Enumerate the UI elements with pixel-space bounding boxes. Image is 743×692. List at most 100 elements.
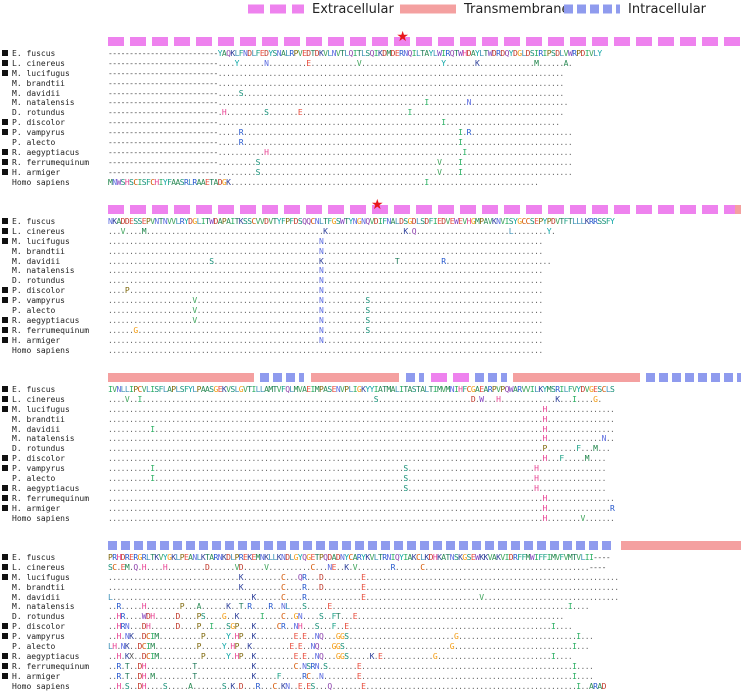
glycosylation-star-icon: ★ [396,29,409,45]
species-label: R. aegyptiacus [12,651,80,661]
sequence-row: H. armiger ..R.T..DH.M.........T.........… [0,672,743,682]
species-label: P. discolor [12,286,65,296]
marker-square-icon [2,405,8,412]
species-label: M. natalensis [12,98,75,108]
species-label: P. alecto [12,642,56,652]
marker-square-icon [2,237,8,244]
alignment-block-4: E. fuscus PRHDRERGRLTKVYGKLPEANLKTARNKDLP… [0,540,743,691]
marker-square-icon [2,494,8,501]
sequence-text: --------------------------YAQKLFNDLFEDYS… [108,49,602,58]
species-label: H. armiger [12,671,61,681]
sequence-text: ......G.................................… [108,325,543,335]
extracellular-segment [430,373,469,382]
marker-square-icon [2,119,8,126]
sequence-row: P. discolor ....P........................… [0,286,743,296]
sequence-text: --------------------------...........H..… [108,147,573,157]
sequence-row: R. aegyptiacus ..H.KX..DCIM..........P...… [0,652,743,662]
sequence-row: L. cinereus SC.EM.Q.H....H.........D.....… [0,563,743,573]
species-label: P. discolor [12,622,65,632]
sequence-text: ........................................… [108,493,615,503]
sequence-row: E. fuscus PRHDRERGRLTKVYGKLPEANLKTARNKDLP… [0,553,743,563]
marker-square-icon [2,59,8,66]
sequence-text: MNWSHSCISFCHIYFAASRLRAAETADGK...........… [108,177,539,187]
sequence-row: R. aegyptiacus ....................V.....… [0,316,743,326]
sequence-row: M. lucifugus............................… [0,573,743,583]
glycosylation-star-icon: ★ [371,197,384,213]
sequence-text: PRHDRERGRLTKVYGKLPEANLKTARNKDLPREKEMNKLL… [108,553,611,562]
sequence-text: --------------------------..............… [108,68,564,78]
marker-square-icon [2,573,8,580]
species-label: Homo sapiens [12,513,70,523]
transmembrane-segment [620,541,741,550]
sequence-row: D. rotundus ..HR....WDH.....D....PS....G.… [0,612,743,622]
sequence-row: P. alecto --------------------------.....… [0,138,743,148]
transmembrane-swatch [400,4,456,14]
sequence-text: ....................V...................… [108,296,543,306]
topology-track: ★ [108,30,741,46]
sequence-row: E. fuscus IVNLLIPCVLISFLAPLSFYLPAASGEKVSL… [0,385,743,395]
sequence-text: ..........I.............................… [108,474,606,484]
sequence-text: --------------------------..............… [108,118,560,128]
species-label: H. armiger [12,335,61,345]
species-label: P. discolor [12,454,65,464]
species-label: P. alecto [12,138,56,148]
species-label: P. alecto [12,474,56,484]
sequence-text: ........................................… [108,414,615,424]
sequence-text: ........................................… [108,404,615,414]
species-label: D. rotundus [12,108,65,118]
sequence-text: ..........I.............................… [108,464,606,474]
sequence-text: ........................................… [108,454,606,464]
sequence-row: Homo sapiens............................… [0,346,743,356]
marker-square-icon [2,336,8,343]
alignment-block-2: ★ E. fuscus NKADDESSEPVNTNVVLRYDGLITWDAPAI… [0,198,743,356]
sequence-text: ........................................… [108,266,543,276]
sequence-row: P. discolor ..HRN...DH......D....P..I...S… [0,622,743,632]
sequence-row: P. discolor.............................… [0,454,743,464]
topology-track [108,372,741,382]
sequence-text: ........................................… [108,444,611,454]
sequence-row: M. brandtii.............................… [0,415,743,425]
species-label: R. ferrumequinum [12,157,90,167]
sequence-row: M. natalensis...........................… [0,266,743,276]
transmembrane-segment [310,373,400,382]
species-label: Homo sapiens [12,345,70,355]
species-label: P. discolor [12,118,65,128]
transmembrane-segment [513,373,640,382]
legend-label: Extracellular [312,1,394,17]
species-label: M. natalensis [12,602,75,612]
sequence-row: M. brandtii.............................… [0,583,743,593]
intracellular-swatch [564,4,620,14]
intracellular-segment [475,373,507,382]
intracellular-segment [646,373,741,382]
species-label: P. alecto [12,306,56,316]
species-label: R. ferrumequinum [12,325,90,335]
sequence-row: D. rotundus.............................… [0,444,743,454]
marker-square-icon [2,455,8,462]
sequence-row: E. fuscus --------------------------YAQKL… [0,49,743,59]
marker-square-icon [2,326,8,333]
sequence-text: ....P...................................… [108,286,543,296]
intracellular-segment [405,373,425,382]
extracellular-swatch [248,4,304,14]
species-label: M. natalensis [12,266,75,276]
sequence-row: M. davidii --------------------------....… [0,89,743,99]
sequence-row: P. alecto ..........I....................… [0,474,743,484]
sequence-text: ..R.T..DH...........T.............K.....… [108,661,594,671]
species-label: E. fuscus [12,217,56,226]
sequence-row: L. cinereus ....V..I.....................… [0,395,743,405]
sequence-text: ........................................… [108,503,615,513]
marker-square-icon [2,168,8,175]
sequence-row: P. alecto LH.NK..DCIM..........P.....Y.HP… [0,642,743,652]
sequence-text: ........................................… [108,483,606,493]
marker-square-icon [2,554,8,560]
sequence-text: ...............................K........… [108,582,619,592]
species-label: M. natalensis [12,434,75,444]
species-label: D. rotundus [12,444,65,454]
alignment-block-3: E. fuscus IVNLLIPCVLISFLAPLSFYLPAASGEKVSL… [0,372,743,523]
sequence-row: R. ferrumequinum ..R.T..DH...........T...… [0,662,743,672]
species-label: L. cinereus [12,394,65,404]
sequence-text: ..R.....H........P...A......K..T.R....R.… [108,602,590,612]
legend: Extracellular Transmembrane Intracellula… [0,0,743,20]
species-label: R. aegyptiacus [12,315,80,325]
marker-square-icon [2,386,8,392]
